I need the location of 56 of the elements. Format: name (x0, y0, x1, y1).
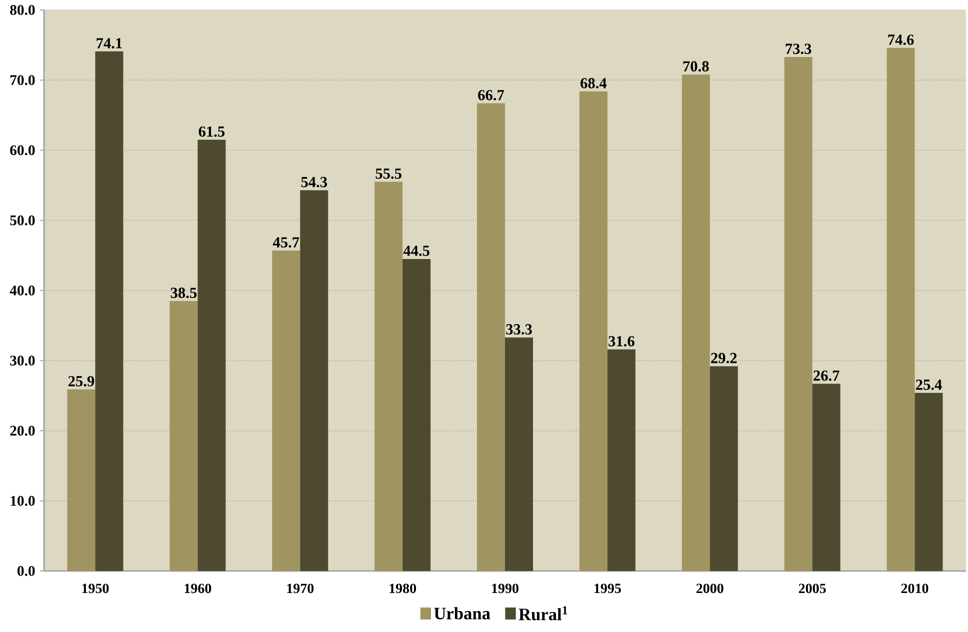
y-tick-label: 60.0 (10, 145, 35, 156)
legend-label: Rural$^{1}$ (518, 606, 568, 620)
bar (374, 182, 403, 571)
data-label: 68.4 (580, 78, 607, 88)
bar (579, 91, 608, 571)
x-tick-label: 1995 (594, 584, 621, 594)
data-label: 38.5 (170, 288, 197, 298)
data-label: 66.7 (478, 90, 504, 100)
y-tick-label: 30.0 (10, 356, 35, 366)
y-tick-label: 0.0 (18, 566, 35, 576)
x-tick-label: 1960 (184, 584, 212, 594)
bar (477, 103, 505, 571)
x-tick-label: 1990 (492, 584, 518, 594)
x-tick-label: 2000 (696, 584, 724, 594)
bar (300, 190, 328, 571)
data-label: 26.7 (814, 370, 840, 381)
y-tick-label: 20.0 (10, 426, 35, 436)
y-tick-label: 10.0 (10, 496, 35, 506)
y-tick-label: 40.0 (10, 286, 35, 296)
data-label: 44.5 (403, 246, 430, 256)
x-tick-label: 2010 (901, 584, 928, 594)
bar (682, 74, 710, 571)
bar (886, 48, 915, 571)
bar (784, 56, 812, 571)
data-label: 25.4 (916, 380, 942, 390)
x-tick-label: 1950 (82, 584, 109, 594)
bar (402, 258, 431, 571)
bar (67, 389, 96, 571)
bar (812, 384, 840, 571)
data-label: 70.8 (683, 61, 709, 72)
data-label: 54.3 (301, 176, 327, 188)
x-tick-label: 1980 (390, 584, 416, 594)
bar (914, 392, 943, 571)
bar (607, 349, 636, 571)
bar (170, 301, 198, 571)
data-label: 74.6 (888, 34, 914, 45)
data-label: 73.3 (786, 44, 812, 54)
data-label: 74.1 (96, 38, 122, 48)
y-tick-label: 70.0 (10, 75, 35, 86)
data-label: 31.6 (608, 336, 634, 346)
data-label: 45.7 (272, 237, 300, 248)
data-label: 55.5 (376, 168, 402, 179)
legend-label: Urbana (434, 607, 490, 620)
x-tick-label: 1970 (287, 584, 314, 594)
data-label: 25.9 (68, 376, 94, 386)
bar (95, 51, 124, 571)
data-label: 61.5 (198, 126, 225, 137)
bar (505, 337, 533, 571)
data-label: 29.2 (711, 352, 737, 364)
x-tick-label: 2005 (798, 584, 826, 594)
y-tick-label: 50.0 (10, 215, 35, 226)
bar (198, 140, 226, 571)
data-label: 33.3 (506, 324, 532, 335)
bar (710, 366, 738, 571)
y-tick-label: 80.0 (10, 5, 35, 15)
bar (272, 250, 300, 571)
